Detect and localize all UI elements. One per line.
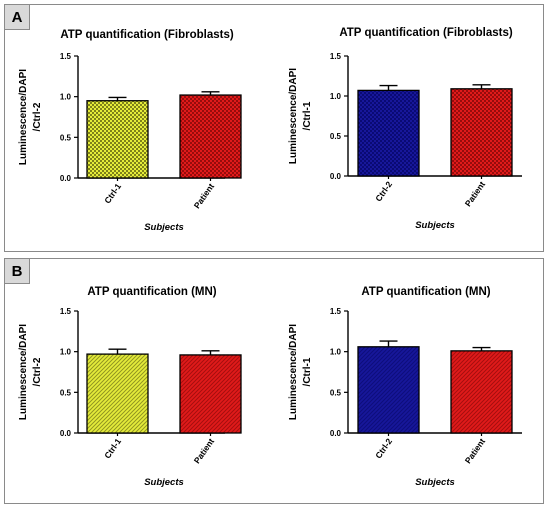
- y-tick-label: 1.5: [60, 307, 72, 316]
- x-axis-label: Subjects: [415, 220, 455, 231]
- chart-title: ATP quantification (Fibroblasts): [339, 27, 513, 39]
- y-tick-label: 0.5: [330, 388, 342, 397]
- bar-ctrl-2: [357, 346, 420, 434]
- y-tick-label: 0.5: [330, 132, 342, 141]
- x-axis-label: Subjects: [415, 477, 455, 488]
- category-label: Patient: [192, 181, 217, 210]
- bar-patient: [179, 354, 242, 434]
- chart-title: ATP quantification (MN): [87, 286, 216, 298]
- bar-patient: [450, 88, 513, 177]
- category-label: Patient: [192, 436, 217, 465]
- y-axis-label: /Ctrl-1: [302, 357, 313, 386]
- y-tick-label: 1.0: [60, 93, 72, 102]
- chart-4: ATP quantification (MN) 0.0 0.5 1.0 1.5 Lumin…: [288, 286, 522, 488]
- chart-title: ATP quantification (Fibroblasts): [60, 29, 234, 41]
- panel-label-a: A: [5, 5, 30, 30]
- category-label: Ctrl-2: [373, 436, 394, 460]
- bar-patient: [450, 350, 513, 434]
- y-axis-label: Luminescence/DAPI: [18, 69, 29, 165]
- panel-label-b: B: [5, 259, 30, 284]
- y-tick-label: 1.0: [330, 348, 342, 357]
- y-tick-label: 0.0: [60, 174, 72, 183]
- y-tick-label: 0.0: [330, 429, 342, 438]
- x-axis-label: Subjects: [144, 222, 184, 233]
- y-tick-label: 1.0: [60, 348, 72, 357]
- y-tick-label: 0.0: [60, 429, 72, 438]
- bar-ctrl-1: [86, 100, 149, 179]
- y-axis-label: Luminescence/DAPI: [18, 324, 29, 420]
- chart-1: ATP quantification (Fibroblasts) 0.0 0.5 1.…: [18, 29, 242, 233]
- y-axis-label: /Ctrl-1: [302, 101, 313, 130]
- y-tick-label: 1.5: [330, 52, 342, 61]
- chart-title: ATP quantification (MN): [361, 286, 490, 298]
- y-tick-label: 0.5: [60, 133, 72, 142]
- y-axis-label: /Ctrl-2: [32, 102, 43, 131]
- x-axis-label: Subjects: [144, 477, 184, 488]
- chart-3: ATP quantification (MN) 0.0 0.5 1.0 1.5 Lumin…: [18, 286, 242, 488]
- y-tick-label: 0.5: [60, 388, 72, 397]
- category-label: Ctrl-2: [373, 179, 394, 203]
- bar-ctrl-1: [86, 353, 149, 434]
- y-axis-label: Luminescence/DAPI: [288, 68, 299, 164]
- bar-patient: [179, 94, 242, 179]
- y-axis-label: /Ctrl-2: [32, 357, 43, 386]
- category-label: Patient: [463, 179, 488, 208]
- y-tick-label: 1.5: [330, 307, 342, 316]
- chart-2: ATP quantification (Fibroblasts) 0.0 0.5 1.…: [288, 27, 522, 231]
- category-label: Patient: [463, 436, 488, 465]
- y-tick-label: 0.0: [330, 172, 342, 181]
- y-tick-label: 1.5: [60, 52, 72, 61]
- category-label: Ctrl-1: [102, 436, 123, 460]
- y-axis-label: Luminescence/DAPI: [288, 324, 299, 420]
- bar-ctrl-2: [357, 89, 420, 177]
- y-tick-label: 1.0: [330, 92, 342, 101]
- category-label: Ctrl-1: [102, 181, 123, 205]
